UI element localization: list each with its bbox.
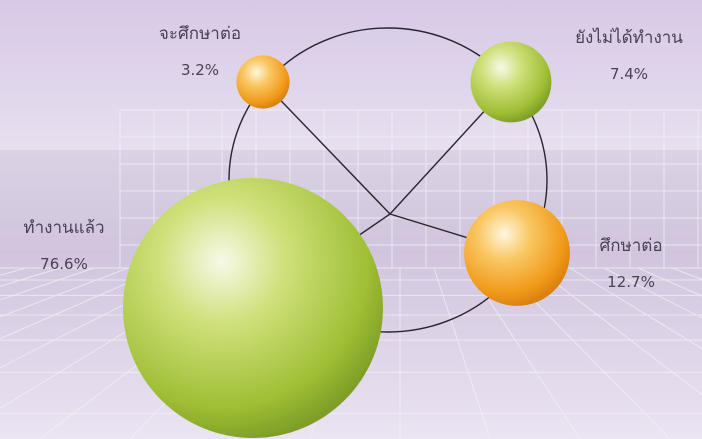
series-name: จะศึกษาต่อ [158,24,242,44]
floor-grid-line [603,267,702,319]
series-name: ศึกษาต่อ [599,236,663,256]
bubble-studying [464,200,570,306]
label-studying: ศึกษาต่อ 12.7% [576,232,686,291]
bubble-working [123,178,383,438]
bubbles [123,41,570,438]
series-value: 3.2% [180,61,220,79]
background-grid [0,109,702,439]
series-value: 76.6% [40,255,88,273]
floor-grid-line [0,267,95,301]
floor-grid-line [433,267,491,439]
floor-grid-line [535,267,702,396]
series-name: ทำงานแล้ว [23,218,105,238]
floor-grid-line [0,267,129,318]
label-going-to-study: จะศึกษาต่อ 3.2% [140,20,260,79]
series-value: 12.7% [607,273,655,291]
floor-grid-line [569,267,702,350]
series-value: 7.4% [609,65,649,83]
bubble-going-to-study [236,55,290,109]
bubble-not-working-yet [470,41,552,123]
label-working: ทำงานแล้ว 76.6% [4,214,124,273]
series-name: ยังไม่ได้ทำงาน [575,28,683,48]
label-not-working-yet: ยังไม่ได้ทำงาน 7.4% [556,24,702,83]
floor-grid-line [0,267,163,340]
floor-grid-line [467,267,581,439]
connector-line [262,81,391,215]
orbit-ellipse [228,27,548,333]
